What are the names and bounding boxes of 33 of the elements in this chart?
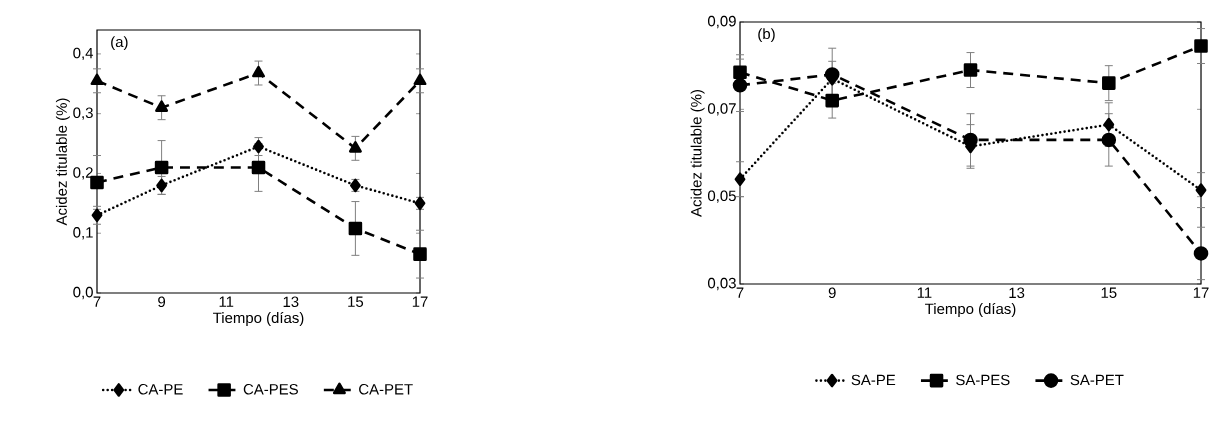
y-axis-title: Acidez titulable (%)	[690, 90, 705, 217]
y-tick-label: 0,1	[73, 227, 93, 240]
x-tick-label: 7	[93, 296, 101, 307]
legend-label: SA-PES	[956, 374, 1010, 386]
x-tick-label: 13	[283, 296, 299, 308]
x-tick-label: 7	[736, 287, 744, 298]
x-tick-label: 9	[158, 296, 166, 308]
legend-label: CA-PE	[138, 383, 183, 395]
y-tick-label: 0,09	[707, 15, 736, 29]
annotation: (b)	[758, 28, 775, 43]
annotation: (a)	[111, 36, 128, 51]
y-tick-label: 0,05	[707, 190, 736, 203]
x-tick-label: 11	[219, 296, 234, 307]
x-tick-label: 13	[1009, 287, 1025, 299]
x-axis-title: Tiempo (días)	[925, 302, 1016, 318]
legend-label: CA-PES	[243, 383, 298, 395]
x-tick-label: 11	[917, 287, 932, 298]
y-tick-label: 0,07	[707, 103, 736, 116]
y-tick-label: 0,3	[73, 107, 93, 120]
y-tick-label: 0,03	[707, 277, 736, 291]
legend-label: SA-PET	[1070, 374, 1124, 386]
x-tick-label: 15	[1101, 287, 1117, 298]
y-tick-label: 0,2	[73, 167, 93, 180]
x-tick-label: 15	[348, 296, 364, 307]
legend-label: SA-PE	[851, 374, 896, 386]
y-tick-label: 0,0	[73, 286, 93, 300]
legend-label: CA-PET	[359, 383, 413, 395]
x-tick-label: 9	[828, 287, 836, 299]
x-tick-label: 17	[1193, 287, 1209, 298]
x-axis-title: Tiempo (días)	[213, 311, 304, 327]
y-tick-label: 0,4	[73, 47, 94, 61]
x-tick-label: 17	[412, 296, 428, 307]
y-axis-title: Acidez titulable (%)	[55, 98, 70, 226]
